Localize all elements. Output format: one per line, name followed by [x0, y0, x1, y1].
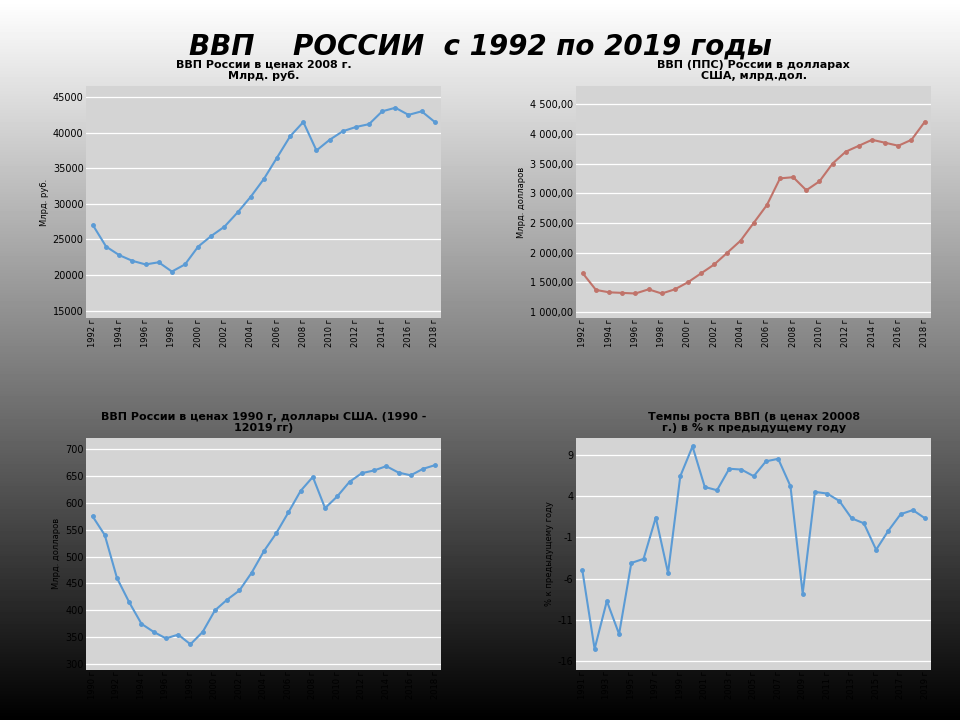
Title: ВВП России в ценах 1990 г, доллары США. (1990 -
12019 гг): ВВП России в ценах 1990 г, доллары США. …: [101, 412, 426, 433]
Y-axis label: Млрд. долларов: Млрд. долларов: [517, 166, 526, 238]
Text: ВВП    РОССИИ  с 1992 по 2019 годы: ВВП РОССИИ с 1992 по 2019 годы: [188, 32, 772, 60]
Title: Темпы роста ВВП (в ценах 20008
г.) в % к предыдущему году: Темпы роста ВВП (в ценах 20008 г.) в % к…: [648, 412, 860, 433]
Y-axis label: Млрд. долларов: Млрд. долларов: [52, 518, 60, 590]
Title: ВВП России в ценах 2008 г.
Млрд. руб.: ВВП России в ценах 2008 г. Млрд. руб.: [176, 59, 351, 81]
Title: ВВП (ППС) России в долларах
США, млрд.дол.: ВВП (ППС) России в долларах США, млрд.до…: [658, 60, 851, 81]
Y-axis label: % к предыдущему году: % к предыдущему году: [544, 501, 554, 606]
Y-axis label: Млрд. руб.: Млрд. руб.: [39, 179, 49, 226]
